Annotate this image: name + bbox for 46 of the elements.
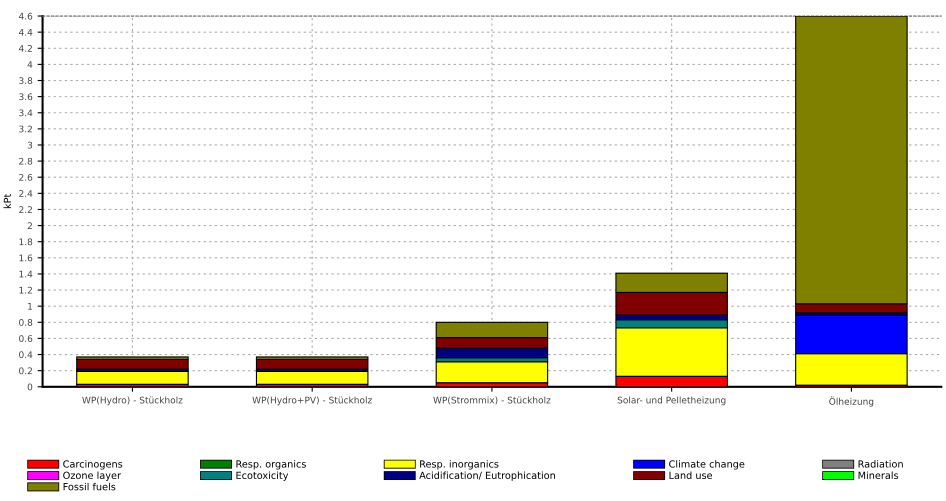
- y-tick-label: 2: [28, 222, 32, 230]
- x-tick-label: WP(Hydro+PV) - Stückholz: [252, 396, 372, 406]
- y-tick-label: 2.4: [19, 190, 32, 197]
- x-tick-label: Solar- und Pelletheizung: [618, 396, 726, 406]
- legend-label: Fossil fuels: [64, 482, 116, 490]
- y-tick-label: 1.2: [19, 286, 32, 294]
- bar: [256, 358, 368, 370]
- y-tick-label: 3: [28, 142, 32, 149]
- y-tick-label: 0.8: [19, 319, 32, 326]
- y-tick-label: 1.6: [19, 254, 32, 262]
- y-tick-label: 1.8: [19, 238, 32, 246]
- y-tick-label: 3.6: [19, 93, 32, 100]
- legend-label: Ecotoxicity: [236, 471, 288, 481]
- y-tick-label: 4.4: [18, 29, 32, 36]
- legend-label: Resp. organics: [236, 460, 306, 470]
- legend-label: Resp. inorganics: [420, 460, 498, 470]
- legend-label: Climate change: [669, 460, 744, 470]
- y-tick-label: 1: [28, 303, 32, 310]
- legend-label: Minerals: [858, 471, 898, 480]
- y-tick-label: 0: [28, 384, 32, 390]
- legend-label: Land use: [670, 471, 712, 480]
- y-tick-label: 0.6: [19, 335, 32, 342]
- y-tick-label: 3.4: [19, 109, 32, 116]
- y-tick-label: 3.8: [19, 77, 32, 84]
- y-tick-label: 4.6: [18, 12, 32, 20]
- y-tick-label: 0.2: [19, 367, 32, 374]
- bar: [76, 358, 189, 370]
- x-tick-label: WP(Strommix) - Stückholz: [433, 396, 550, 405]
- legend-label: Ozone layer: [63, 471, 121, 481]
- legend-label: Radiation: [858, 460, 903, 468]
- y-axis-title: kPt: [4, 194, 11, 208]
- y-tick-label: 2.6: [19, 174, 32, 181]
- y-tick-label: 4: [28, 61, 32, 68]
- bar: [436, 361, 548, 384]
- y-tick-label: 0.4: [19, 351, 32, 358]
- y-tick-label: 2.8: [19, 158, 32, 165]
- bar: [256, 370, 368, 385]
- bar: [76, 370, 189, 385]
- y-tick-label: 3.2: [19, 126, 32, 132]
- legend-label: Carcinogens: [63, 460, 122, 470]
- y-tick-label: 1.4: [19, 270, 32, 278]
- x-tick-label: Ölheizung: [829, 396, 874, 407]
- y-tick-label: 4.2: [18, 45, 32, 52]
- x-tick-label: WP(Hydro) - Stückholz: [82, 396, 183, 406]
- legend-label: Acidification/ Eutrophication: [419, 471, 555, 481]
- y-tick-label: 2.2: [19, 206, 32, 213]
